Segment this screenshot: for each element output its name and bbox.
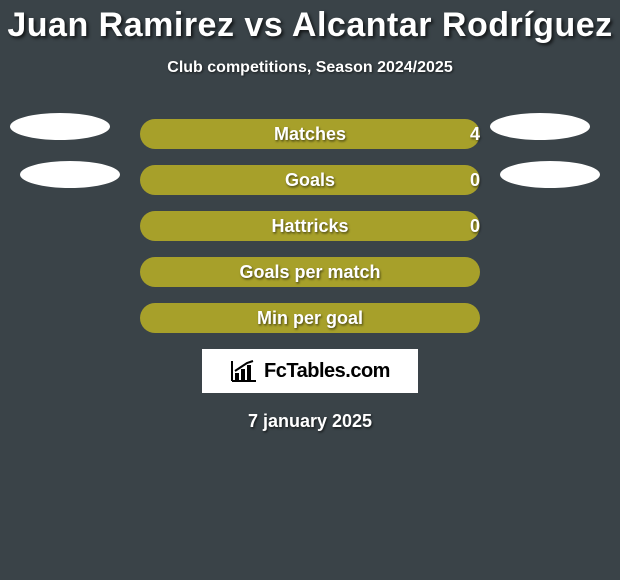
stat-row: Goals0 <box>0 165 620 195</box>
stat-bar <box>140 257 480 287</box>
subtitle: Club competitions, Season 2024/2025 <box>0 59 620 77</box>
stat-bar <box>140 165 480 195</box>
brand-logo: FcTables.com <box>202 349 418 393</box>
team-marker-left <box>10 113 110 140</box>
stat-row: Goals per match <box>0 257 620 287</box>
page-title: Juan Ramirez vs Alcantar Rodríguez <box>0 0 620 45</box>
stat-bar <box>140 211 480 241</box>
team-marker-left <box>20 161 120 188</box>
date-text: 7 january 2025 <box>0 411 620 432</box>
brand-text: FcTables.com <box>264 360 390 383</box>
stats-bars: Matches4 Goals0 Hattricks0 Goals per match M… <box>0 119 620 333</box>
stat-row: Matches4 <box>0 119 620 149</box>
team-marker-right <box>490 113 590 140</box>
team-marker-right <box>500 161 600 188</box>
stat-row: Min per goal <box>0 303 620 333</box>
stat-row: Hattricks0 <box>0 211 620 241</box>
bar-chart-icon <box>230 359 258 383</box>
stat-bar <box>140 119 480 149</box>
stat-bar <box>140 303 480 333</box>
